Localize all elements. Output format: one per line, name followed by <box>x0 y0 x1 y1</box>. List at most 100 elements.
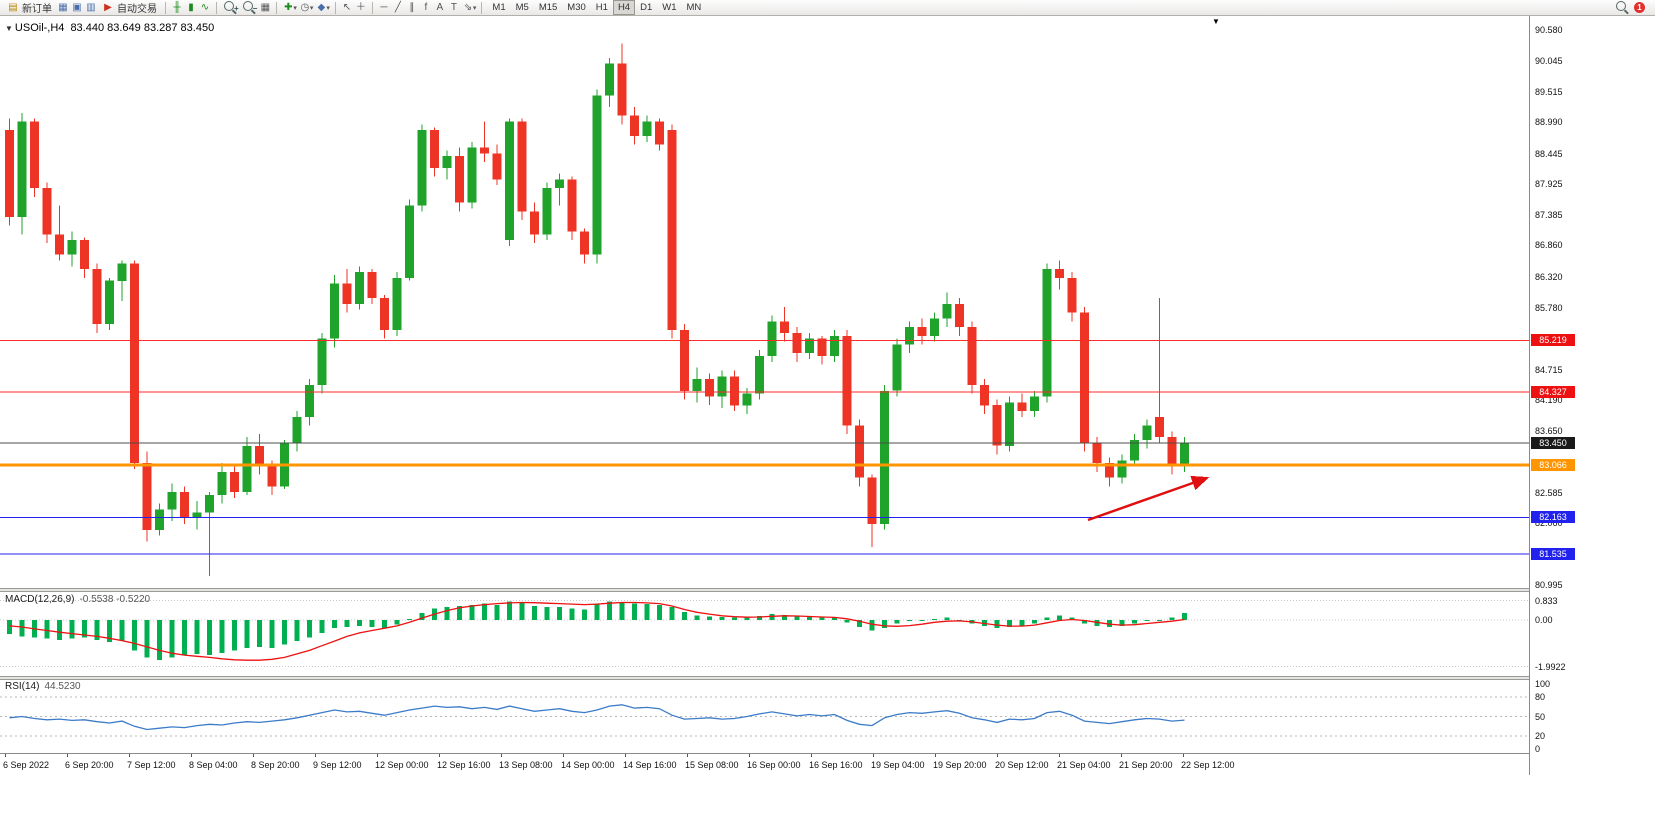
grid-icon[interactable]: ▦ <box>260 1 271 13</box>
add-indicator-icon: ✚ <box>284 1 293 13</box>
period-button[interactable]: ◷▾ <box>299 1 313 15</box>
trend-arrow-annotation[interactable] <box>1087 475 1210 522</box>
arrows-tool-button[interactable]: ⇘▾ <box>462 1 477 15</box>
y-axis-tick: 80.995 <box>1535 580 1563 590</box>
objects-list-button[interactable]: ◆▾ <box>315 1 330 15</box>
timeframe-button-mn[interactable]: MN <box>686 2 702 13</box>
search-button[interactable] <box>1614 1 1628 14</box>
data-window-icon[interactable]: ▥ <box>86 1 96 13</box>
support-key-price-label: 83.066 <box>1531 459 1575 472</box>
time-axis-label: 16 Sep 16:00 <box>809 760 863 770</box>
zoom-out-button[interactable]: − <box>241 1 257 14</box>
macd-scale-label: -1.9922 <box>1535 661 1566 672</box>
candlestick-chart-icon[interactable]: ▮ <box>188 1 194 13</box>
zoom-out-icon <box>242 1 253 11</box>
main-toolbar: ▤ 新订单 ▦ ▣ ▥ ▶ 自动交易 ╫ ▮ ∿ + − ▦ ✚▾ ◷▾ ◆▾ … <box>0 0 1655 16</box>
macd-panel-canvas[interactable] <box>0 592 1529 676</box>
chart-ohlc-values: 83.440 83.649 83.287 83.450 <box>70 22 215 34</box>
panel-separator[interactable] <box>0 588 1655 592</box>
time-axis-tick <box>191 754 192 757</box>
time-axis-tick <box>873 754 874 757</box>
time-axis-label: 19 Sep 20:00 <box>933 760 987 770</box>
timeframe-button-m30[interactable]: M30 <box>567 2 586 13</box>
line-chart-icon[interactable]: ∿ <box>200 1 210 13</box>
time-axis-label: 16 Sep 00:00 <box>747 760 801 770</box>
symbol-dropdown-icon[interactable]: ▼ <box>5 24 13 33</box>
time-axis-label: 20 Sep 12:00 <box>995 760 1049 770</box>
timeframe-button-m5[interactable]: M5 <box>515 2 529 13</box>
macd-name: MACD(12,26,9) <box>5 594 75 605</box>
price-chart-canvas[interactable] <box>0 16 1529 588</box>
channel-tool-icon[interactable]: ∥ <box>409 1 415 13</box>
support-1-price-label: 82.163 <box>1531 511 1575 524</box>
time-axis-label: 15 Sep 08:00 <box>685 760 739 770</box>
time-axis-tick <box>377 754 378 757</box>
timeframe-button-h1[interactable]: H1 <box>595 2 608 13</box>
time-axis[interactable]: 6 Sep 2022 6 Sep 20:00 7 Sep 12:00 8 Sep 04… <box>0 753 1529 776</box>
time-axis-label: 22 Sep 12:00 <box>1181 760 1235 770</box>
resistance-2-price-label: 84.327 <box>1531 386 1575 399</box>
candles <box>5 43 1189 577</box>
bar-chart-icon[interactable]: ╫ <box>173 1 181 13</box>
macd-scale-label: 0.00 <box>1535 615 1553 625</box>
timeframe-button-m15[interactable]: M15 <box>538 2 558 13</box>
toolbar-separator <box>216 1 217 14</box>
time-axis-tick <box>811 754 812 757</box>
time-axis-label: 9 Sep 12:00 <box>313 760 362 770</box>
horizontal-line-tool-icon[interactable]: ─ <box>380 1 388 13</box>
crosshair-icon[interactable]: ＋ <box>355 1 366 13</box>
y-axis-tick: 85.780 <box>1535 303 1563 313</box>
bid-price-label: 83.450 <box>1531 436 1575 449</box>
time-axis-label: 19 Sep 04:00 <box>871 760 925 770</box>
y-axis-tick: 87.925 <box>1535 178 1563 189</box>
chart-window-icon[interactable]: ▦ <box>58 1 68 13</box>
y-axis-tick: 89.515 <box>1535 86 1563 97</box>
time-axis-label: 12 Sep 00:00 <box>375 760 429 770</box>
macd-indicator-label: MACD(12,26,9) -0.5538 -0.5220 <box>5 594 150 605</box>
time-axis-tick <box>563 754 564 757</box>
time-axis-tick <box>687 754 688 757</box>
time-axis-tick <box>315 754 316 757</box>
y-axis-tick: 90.045 <box>1535 56 1563 66</box>
macd-signal-line <box>9 601 1185 661</box>
new-order-label: 新订单 <box>22 4 52 15</box>
add-indicator-button[interactable]: ✚▾ <box>282 1 297 15</box>
objects-icon: ◆ <box>317 1 326 13</box>
zoom-in-button[interactable]: + <box>222 1 239 14</box>
cursor-icon[interactable]: ↖ <box>342 1 352 13</box>
rsi-scale-label: 20 <box>1535 731 1546 741</box>
rsi-line <box>9 704 1185 731</box>
new-order-button[interactable]: ▤ 新订单 <box>4 1 55 16</box>
auto-trading-button[interactable]: ▶ 自动交易 <box>99 1 160 16</box>
timeframe-button-d1[interactable]: D1 <box>640 2 653 13</box>
timeframe-button-h4[interactable]: H4 <box>612 0 636 15</box>
timeframe-button-w1[interactable]: W1 <box>662 2 677 13</box>
trendline-tool-icon[interactable]: ╱ <box>394 1 401 13</box>
rsi-panel-canvas[interactable] <box>0 680 1529 752</box>
price-axis[interactable]: 90.580 90.045 89.515 88.990 88.445 87.925 87.3… <box>1529 16 1655 775</box>
time-axis-label: 14 Sep 00:00 <box>561 760 615 770</box>
y-axis-tick: 90.580 <box>1535 25 1563 35</box>
time-axis-tick <box>501 754 502 757</box>
y-axis-tick: 86.320 <box>1535 271 1563 282</box>
chart-shift-marker[interactable]: ▼ <box>1212 17 1220 26</box>
text-tool-icon[interactable]: A <box>436 1 444 13</box>
label-tool-icon[interactable]: T <box>450 1 457 13</box>
time-axis-tick <box>1059 754 1060 757</box>
zoom-in-icon <box>224 1 234 11</box>
macd-histogram <box>7 601 1187 660</box>
time-axis-tick <box>625 754 626 757</box>
rsi-scale-label: 100 <box>1535 679 1551 689</box>
new-order-icon: ▤ <box>8 1 18 13</box>
toolbar-separator <box>334 1 336 14</box>
time-axis-tick <box>997 754 998 757</box>
time-axis-tick <box>439 754 440 757</box>
notification-badge[interactable]: 1 <box>1634 2 1645 13</box>
panel-separator[interactable] <box>0 676 1655 680</box>
support-2-price-label: 81.535 <box>1531 547 1575 560</box>
fibonacci-tool-icon[interactable]: f <box>424 1 428 13</box>
profiles-icon[interactable]: ▣ <box>72 1 82 13</box>
y-axis-tick: 82.585 <box>1535 488 1563 498</box>
timeframe-button-m1[interactable]: M1 <box>492 2 506 13</box>
toolbar-separator <box>371 1 373 14</box>
